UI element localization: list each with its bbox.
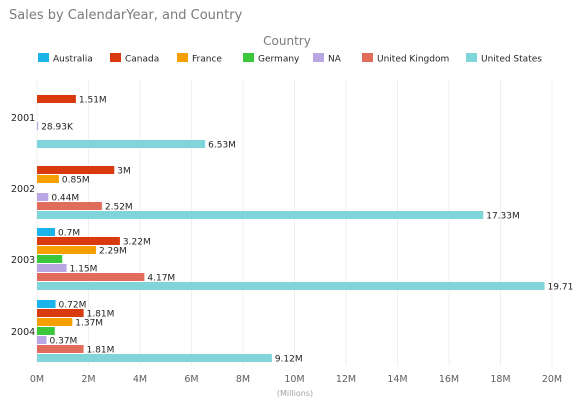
x-tick-label-3: 6M bbox=[184, 374, 198, 385]
bar-3-4 bbox=[37, 336, 47, 344]
legend-swatch-5 bbox=[362, 53, 373, 62]
bar-3-1 bbox=[37, 309, 84, 317]
data-label-2-5: 4.17M bbox=[147, 274, 175, 284]
legend-label-3: Germany bbox=[258, 55, 300, 65]
bar-2-5 bbox=[37, 273, 145, 281]
data-label-1-2: 0.85M bbox=[62, 176, 90, 186]
x-tick-label-5: 10M bbox=[284, 374, 304, 385]
data-label-3-5: 1.81M bbox=[87, 346, 115, 356]
data-label-1-4: 0.44M bbox=[51, 194, 79, 204]
x-tick-label-6: 12M bbox=[336, 374, 356, 385]
legend-swatch-6 bbox=[466, 53, 477, 62]
bar-3-5 bbox=[37, 345, 84, 353]
data-label-3-0: 0.72M bbox=[59, 301, 87, 311]
x-tick-label-9: 18M bbox=[490, 374, 510, 385]
data-label-3-6: 9.12M bbox=[275, 355, 303, 365]
bar-1-2 bbox=[37, 175, 59, 183]
x-tick-label-10: 20M bbox=[542, 374, 562, 385]
legend-label-1: Canada bbox=[125, 55, 159, 65]
bar-2-3 bbox=[37, 255, 63, 263]
x-tick-label-4: 8M bbox=[236, 374, 250, 385]
data-label-3-2: 1.37M bbox=[75, 319, 103, 329]
data-label-1-5: 2.52M bbox=[105, 203, 133, 213]
bar-0-4 bbox=[37, 122, 39, 130]
data-label-0-1: 1.51M bbox=[79, 96, 107, 106]
bar-0-1 bbox=[37, 95, 76, 103]
legend-swatch-4 bbox=[313, 53, 324, 62]
bar-2-1 bbox=[37, 237, 120, 245]
data-label-0-4: 28.93K bbox=[41, 123, 74, 133]
legend-title: Country bbox=[263, 34, 311, 48]
bar-2-4 bbox=[37, 264, 67, 272]
x-tick-label-1: 2M bbox=[81, 374, 95, 385]
x-tick-label-8: 16M bbox=[439, 374, 459, 385]
legend-swatch-2 bbox=[177, 53, 188, 62]
bar-1-6 bbox=[37, 211, 484, 219]
data-label-1-6: 17.33M bbox=[486, 212, 520, 222]
data-label-2-6: 19.71M bbox=[548, 283, 574, 293]
data-label-3-4: 0.37M bbox=[50, 337, 78, 347]
bar-1-1 bbox=[37, 166, 115, 174]
bar-3-6 bbox=[37, 354, 272, 362]
data-label-2-1: 3.22M bbox=[123, 238, 151, 248]
category-label-0: 2001 bbox=[11, 113, 35, 124]
legend-swatch-0 bbox=[38, 53, 49, 62]
x-tick-label-7: 14M bbox=[387, 374, 407, 385]
data-label-2-2: 2.29M bbox=[99, 247, 127, 257]
bar-2-2 bbox=[37, 246, 96, 254]
x-tick-label-0: 0M bbox=[30, 374, 44, 385]
legend-label-5: United Kingdom bbox=[377, 55, 449, 65]
bar-3-3 bbox=[37, 327, 55, 335]
data-label-1-1: 3M bbox=[117, 167, 131, 177]
category-label-1: 2002 bbox=[11, 184, 35, 195]
bar-0-6 bbox=[37, 140, 206, 148]
bar-3-0 bbox=[37, 300, 56, 308]
bar-1-4 bbox=[37, 193, 49, 201]
category-label-3: 2004 bbox=[11, 327, 35, 338]
legend-label-4: NA bbox=[328, 55, 342, 65]
chart-title: Sales by CalendarYear, and Country bbox=[9, 8, 243, 23]
x-tick-label-2: 4M bbox=[133, 374, 147, 385]
legend-swatch-3 bbox=[243, 53, 254, 62]
data-label-3-1: 1.81M bbox=[87, 310, 115, 320]
bar-3-2 bbox=[37, 318, 73, 326]
legend-label-0: Australia bbox=[53, 55, 93, 65]
x-axis-title: (Millions) bbox=[277, 389, 313, 398]
legend-swatch-1 bbox=[110, 53, 121, 62]
legend-label-2: France bbox=[192, 55, 222, 65]
data-label-2-4: 1.15M bbox=[70, 265, 98, 275]
legend-label-6: United States bbox=[481, 55, 542, 65]
data-label-0-6: 6.53M bbox=[208, 141, 236, 151]
bar-2-0 bbox=[37, 228, 56, 236]
bar-2-6 bbox=[37, 282, 545, 290]
bar-1-5 bbox=[37, 202, 102, 210]
data-label-2-0: 0.7M bbox=[58, 229, 80, 239]
category-label-2: 2003 bbox=[11, 255, 35, 266]
